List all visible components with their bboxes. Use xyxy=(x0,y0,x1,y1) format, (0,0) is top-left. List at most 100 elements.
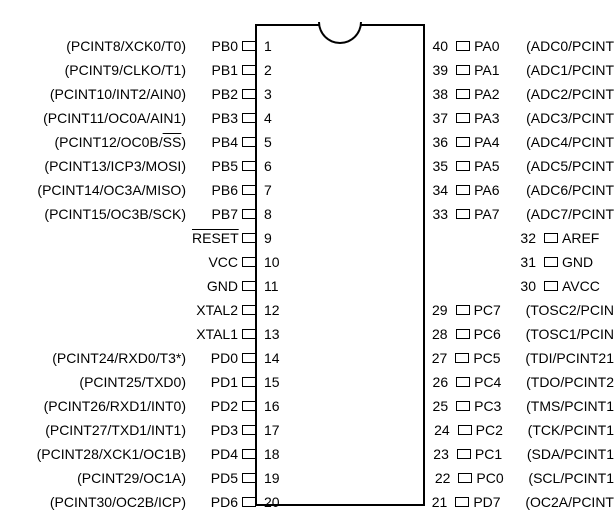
left-pin-number: 19 xyxy=(260,470,290,486)
left-alt-func: (PCINT14/OC3A/MISO) xyxy=(0,182,192,198)
left-alt-func: (PCINT10/INT2/AIN0) xyxy=(0,86,192,102)
right-pin-number: 21 xyxy=(421,494,451,510)
right-alt-func: (TMS/PCINT1 xyxy=(520,398,614,414)
left-pin-name: RESET xyxy=(192,230,242,246)
pin-row: (PCINT8/XCK0/T0)PB0140PA0(ADC0/PCINT xyxy=(0,34,614,58)
right-pin-stub xyxy=(456,113,470,123)
right-pin-stub xyxy=(458,473,472,483)
pin-row: (PCINT25/TXD0)PD11526PC4(TDO/PCINT2 xyxy=(0,370,614,394)
right-pin-stub xyxy=(456,185,470,195)
right-pin-number: 22 xyxy=(424,470,454,486)
right-alt-func: (TOSC1/PCIN xyxy=(520,326,614,342)
left-pin-stub xyxy=(242,113,256,123)
left-alt-func: (PCINT11/OC0A/AIN1) xyxy=(0,110,192,126)
right-pin-number: 23 xyxy=(423,446,453,462)
left-pin-name: PB6 xyxy=(192,182,242,198)
right-pin-number: 38 xyxy=(422,86,452,102)
left-pin-stub xyxy=(242,377,256,387)
right-pin-number: 30 xyxy=(510,278,540,294)
right-pin-number: 24 xyxy=(424,422,454,438)
right-pin-number: 40 xyxy=(422,38,452,54)
left-alt-func: (PCINT8/XCK0/T0) xyxy=(0,38,192,54)
left-pin-number: 2 xyxy=(260,62,290,78)
left-pin-stub xyxy=(242,473,256,483)
left-pin-number: 9 xyxy=(260,230,290,246)
left-pin-number: 10 xyxy=(260,254,290,270)
left-pin-name: VCC xyxy=(192,254,242,270)
left-pin-number: 1 xyxy=(260,38,290,54)
left-pin-stub xyxy=(242,41,256,51)
left-alt-func: (PCINT13/ICP3/MOSI) xyxy=(0,158,192,174)
pin-row: RESET932AREF xyxy=(0,226,614,250)
pin-row: GND1130AVCC xyxy=(0,274,614,298)
right-pin-name: PA7 xyxy=(470,206,520,222)
left-pin-stub xyxy=(242,353,256,363)
right-pin-name: PC2 xyxy=(472,422,522,438)
left-pin-stub xyxy=(242,257,256,267)
right-pin-name: PA4 xyxy=(470,134,520,150)
pin-row: XTAL21229PC7(TOSC2/PCIN xyxy=(0,298,614,322)
pin-row: (PCINT26/RXD1/INT0)PD21625PC3(TMS/PCINT1 xyxy=(0,394,614,418)
left-pin-name: PB4 xyxy=(192,134,242,150)
pin-row: (PCINT15/OC3B/SCK)PB7833PA7(ADC7/PCINT xyxy=(0,202,614,226)
pin-row: (PCINT14/OC3A/MISO)PB6734PA6(ADC6/PCINT xyxy=(0,178,614,202)
left-pin-name: XTAL1 xyxy=(192,326,242,342)
right-pin-stub xyxy=(456,305,470,315)
pin-row: (PCINT28/XCK1/OC1B)PD41823PC1(SDA/PCINT1 xyxy=(0,442,614,466)
pin-row: (PCINT30/OC2B/ICP)PD62021PD7(OC2A/PCINT xyxy=(0,490,614,512)
left-pin-stub xyxy=(242,449,256,459)
left-alt-func: (PCINT28/XCK1/OC1B) xyxy=(0,446,192,462)
right-pin-name: PC0 xyxy=(472,470,522,486)
left-pin-number: 5 xyxy=(260,134,290,150)
left-pin-number: 7 xyxy=(260,182,290,198)
left-alt-func: (PCINT25/TXD0) xyxy=(0,374,192,390)
pin-row: (PCINT29/OC1A)PD51922PC0(SCL/PCINT1 xyxy=(0,466,614,490)
left-alt-func: (PCINT24/RXD0/T3*) xyxy=(0,350,192,366)
left-pin-name: PB3 xyxy=(192,110,242,126)
right-alt-func: (TDI/PCINT21 xyxy=(519,350,614,366)
left-pin-stub xyxy=(242,425,256,435)
right-pin-name: PA5 xyxy=(470,158,520,174)
right-pin-stub xyxy=(456,401,470,411)
left-alt-func: (PCINT26/RXD1/INT0) xyxy=(0,398,192,414)
right-pin-stub xyxy=(455,353,469,363)
pin-row: (PCINT9/CLKO/T1)PB1239PA1(ADC1/PCINT xyxy=(0,58,614,82)
right-pin-stub xyxy=(456,137,470,147)
right-pin-number: 33 xyxy=(422,206,452,222)
right-pin-name: PA3 xyxy=(470,110,520,126)
right-pin-number: 25 xyxy=(422,398,452,414)
right-pin-stub xyxy=(456,329,470,339)
right-pin-name: AVCC xyxy=(558,278,608,294)
left-pin-name: PB5 xyxy=(192,158,242,174)
right-pin-number: 37 xyxy=(422,110,452,126)
left-pin-number: 11 xyxy=(260,278,290,294)
right-pin-number: 28 xyxy=(422,326,452,342)
right-pin-name: PA2 xyxy=(470,86,520,102)
pinout-diagram: { "layout":{ "chip":{"left":255,"top":24… xyxy=(0,0,614,512)
left-alt-func: (PCINT15/OC3B/SCK) xyxy=(0,206,192,222)
right-pin-stub xyxy=(544,233,558,243)
right-pin-stub xyxy=(544,257,558,267)
left-alt-func: (PCINT12/OC0B/SS) xyxy=(0,134,192,150)
right-pin-number: 27 xyxy=(421,350,451,366)
left-pin-number: 3 xyxy=(260,86,290,102)
left-pin-name: XTAL2 xyxy=(192,302,242,318)
right-pin-stub xyxy=(456,89,470,99)
left-pin-number: 8 xyxy=(260,206,290,222)
right-pin-name: AREF xyxy=(558,230,608,246)
right-alt-func: (ADC7/PCINT xyxy=(520,206,614,222)
pin-row: (PCINT24/RXD0/T3*)PD01427PC5(TDI/PCINT21 xyxy=(0,346,614,370)
left-pin-stub xyxy=(242,89,256,99)
pin-row: (PCINT11/OC0A/AIN1)PB3437PA3(ADC3/PCINT xyxy=(0,106,614,130)
right-pin-stub xyxy=(456,377,470,387)
right-pin-number: 39 xyxy=(422,62,452,78)
right-pin-stub xyxy=(458,425,472,435)
right-pin-number: 36 xyxy=(422,134,452,150)
left-pin-number: 6 xyxy=(260,158,290,174)
right-pin-stub xyxy=(456,209,470,219)
left-pin-stub xyxy=(242,401,256,411)
right-alt-func: (ADC4/PCINT xyxy=(520,134,614,150)
right-pin-number: 34 xyxy=(422,182,452,198)
right-pin-name: PC3 xyxy=(470,398,520,414)
left-alt-func: (PCINT30/OC2B/ICP) xyxy=(0,494,192,510)
